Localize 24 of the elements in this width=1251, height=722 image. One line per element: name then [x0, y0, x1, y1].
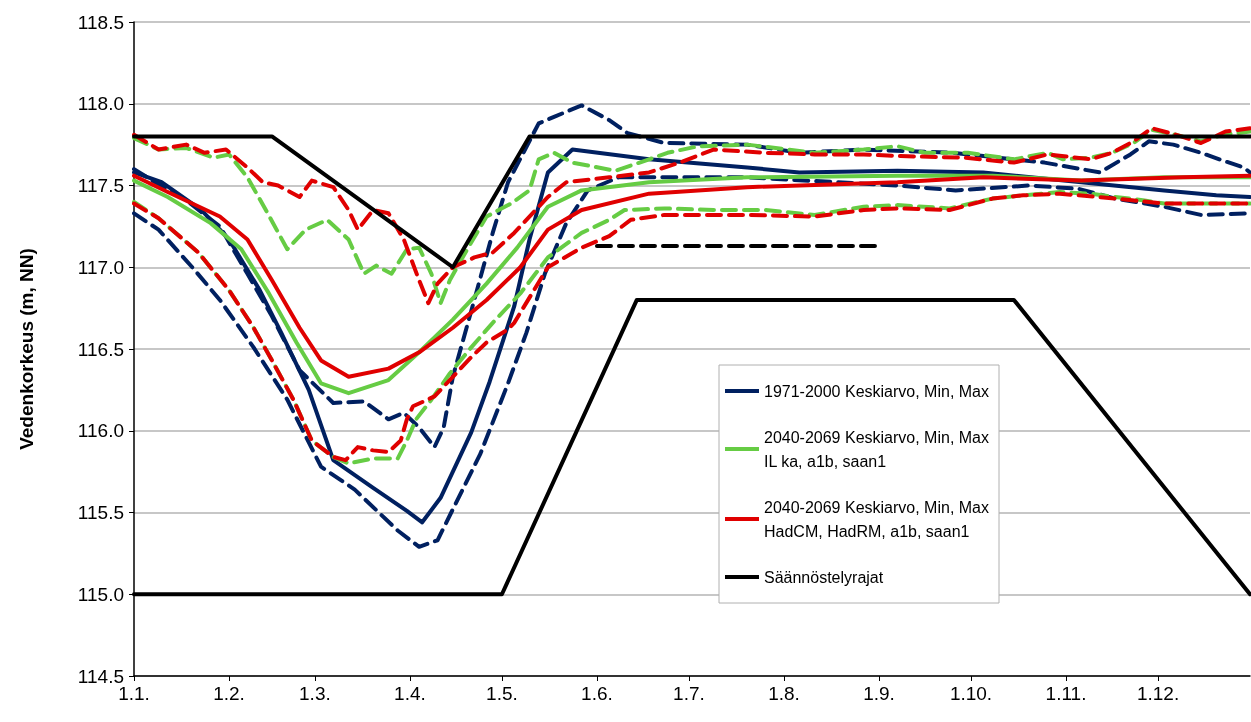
- legend-label: Säännöstelyrajat: [764, 568, 884, 586]
- y-axis-title: Vedenkorkeus (m, NN): [16, 248, 37, 450]
- x-tick-label: 1.11.: [1045, 683, 1087, 704]
- y-tick-label: 118.0: [77, 93, 124, 115]
- x-tick-label: 1.4.: [394, 683, 426, 704]
- x-tick-label: 1.10.: [949, 683, 993, 704]
- x-tick-label: 1.9.: [863, 683, 895, 704]
- y-tick-label: 116.0: [77, 420, 124, 442]
- legend-label: 1971-2000 Keskiarvo, Min, Max: [764, 382, 989, 400]
- x-tick-label: 1.7.: [673, 683, 705, 704]
- legend-label: 2040-2069 Keskiarvo, Min, Max IL ka, a1b, saan1: [764, 428, 989, 470]
- x-tick-label: 1.12.: [1136, 683, 1180, 704]
- y-tick-label: 117.0: [77, 256, 124, 278]
- x-tick-label: 1.5.: [486, 683, 518, 704]
- x-tick-label: 1.8.: [768, 683, 800, 704]
- y-tick-label: 117.5: [77, 175, 124, 196]
- x-tick-label: 1.3.: [299, 683, 331, 704]
- legend-label: 2040-2069 Keskiarvo, Min, Max HadCM, HadRM, a1b, saan1: [764, 498, 989, 540]
- x-tick-label: 1.6.: [581, 683, 613, 704]
- x-tick-label: 1.2.: [213, 683, 245, 704]
- y-tick-label: 116.5: [77, 338, 124, 360]
- y-tick-label: 115.0: [77, 583, 124, 605]
- y-tick-label: 118.5: [77, 11, 124, 33]
- y-tick-label: 115.5: [77, 502, 124, 523]
